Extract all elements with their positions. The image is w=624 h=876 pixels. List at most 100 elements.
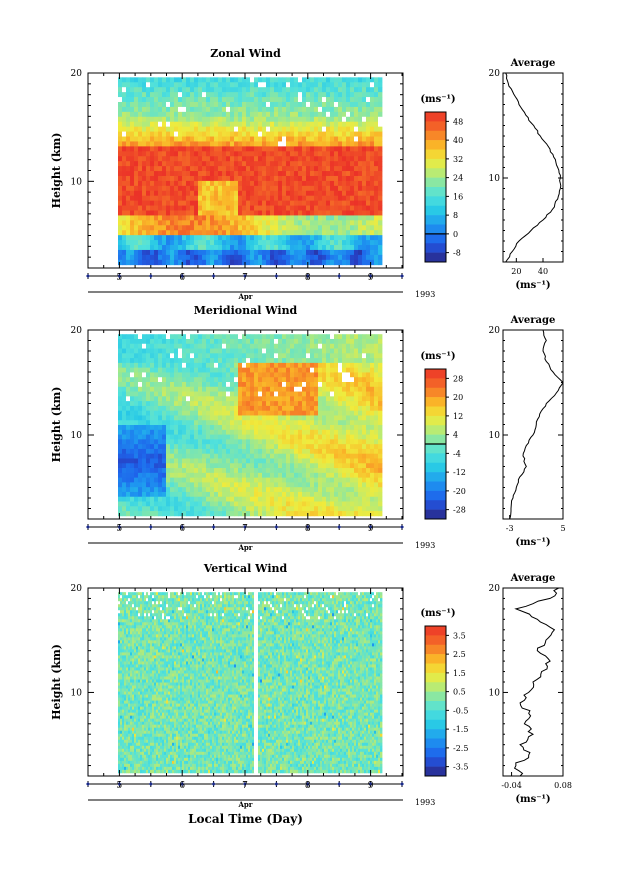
heatmap-cell bbox=[218, 348, 223, 354]
heatmap-cell bbox=[286, 82, 291, 88]
heatmap-cell bbox=[338, 92, 343, 98]
heatmap-cell bbox=[318, 334, 323, 340]
heatmap-cell bbox=[150, 477, 155, 483]
heatmap-cell bbox=[250, 195, 255, 202]
heatmap-cell bbox=[286, 205, 291, 211]
heatmap-cell bbox=[274, 161, 279, 167]
heatmap-cell bbox=[142, 401, 147, 407]
heatmap-cell bbox=[314, 496, 319, 502]
heatmap-cell bbox=[330, 425, 335, 431]
heatmap-cell bbox=[282, 405, 287, 412]
heatmap-cell bbox=[310, 190, 315, 197]
heatmap-cell bbox=[242, 171, 247, 177]
heatmap-cell bbox=[274, 111, 279, 118]
heatmap-cell bbox=[358, 136, 363, 142]
heatmap-cell bbox=[158, 230, 163, 236]
heatmap-cell bbox=[238, 126, 243, 132]
heatmap-cell bbox=[222, 358, 227, 364]
heatmap-cell bbox=[178, 458, 183, 464]
heatmap-cell bbox=[354, 195, 359, 202]
heatmap-cell bbox=[138, 501, 143, 507]
heatmap-cell bbox=[170, 448, 175, 455]
heatmap-cell bbox=[310, 230, 315, 236]
heatmap-cell bbox=[242, 511, 247, 517]
heatmap-cell bbox=[190, 156, 195, 162]
heatmap-cell bbox=[134, 501, 139, 507]
heatmap-cell bbox=[346, 254, 351, 261]
heatmap-cell bbox=[202, 175, 207, 182]
heatmap-cell bbox=[350, 468, 355, 474]
heatmap-cell bbox=[302, 259, 307, 266]
heatmap-cell bbox=[322, 434, 327, 440]
heatmap-cell bbox=[290, 141, 295, 147]
heatmap-cell bbox=[206, 401, 211, 407]
heatmap-cell bbox=[330, 420, 335, 426]
heatmap-cell bbox=[254, 491, 259, 498]
heatmap-cell bbox=[342, 254, 347, 261]
heatmap-cell bbox=[126, 334, 131, 340]
heatmap-cell bbox=[178, 444, 183, 450]
heatmap-cell bbox=[338, 367, 343, 373]
heatmap-cell bbox=[170, 116, 175, 123]
heatmap-cell bbox=[138, 410, 143, 416]
heatmap-cell bbox=[350, 367, 355, 373]
heatmap-cell bbox=[318, 506, 323, 512]
heatmap-cell bbox=[278, 420, 283, 426]
heatmap-cell bbox=[378, 121, 383, 128]
heatmap-cell bbox=[294, 391, 299, 397]
heatmap-cell bbox=[218, 439, 223, 445]
heatmap-cell bbox=[290, 410, 295, 416]
heatmap-cell bbox=[254, 175, 259, 182]
heatmap-cell bbox=[318, 420, 323, 426]
heatmap-cell bbox=[198, 97, 203, 103]
heatmap-cell bbox=[326, 434, 331, 440]
heatmap-cell bbox=[282, 131, 287, 137]
heatmap-cell bbox=[262, 453, 267, 459]
heatmap-cell bbox=[282, 415, 287, 421]
heatmap-cell bbox=[270, 190, 275, 197]
heatmap-cell bbox=[210, 200, 215, 206]
heatmap-cell bbox=[126, 420, 131, 426]
heatmap-cell bbox=[354, 367, 359, 373]
heatmap-cell bbox=[206, 185, 211, 192]
heatmap-cell bbox=[170, 343, 175, 349]
heatmap-cell bbox=[146, 249, 151, 256]
heatmap-cell bbox=[290, 501, 295, 507]
heatmap-cell bbox=[354, 87, 359, 93]
heatmap-cell bbox=[346, 506, 351, 512]
heatmap-cell bbox=[358, 195, 363, 202]
heatmap-cell bbox=[162, 425, 167, 431]
heatmap-cell bbox=[146, 453, 151, 459]
heatmap-cell bbox=[326, 161, 331, 167]
heatmap-cell bbox=[174, 386, 179, 392]
heatmap-cell bbox=[146, 477, 151, 483]
heatmap-cell bbox=[118, 429, 123, 435]
heatmap-cell bbox=[154, 210, 159, 216]
heatmap-cell bbox=[130, 77, 135, 83]
heatmap-cell bbox=[142, 205, 147, 211]
heatmap-cell bbox=[338, 362, 343, 369]
heatmap-cell bbox=[318, 195, 323, 202]
heatmap-cell bbox=[190, 111, 195, 118]
heatmap-cell bbox=[354, 448, 359, 455]
heatmap-cell bbox=[174, 338, 179, 345]
heatmap-cell bbox=[238, 448, 243, 455]
heatmap-cell bbox=[242, 463, 247, 469]
heatmap-cell bbox=[298, 235, 303, 241]
heatmap-cell bbox=[342, 458, 347, 464]
heatmap-cell bbox=[278, 391, 283, 397]
heatmap-cell bbox=[230, 106, 235, 113]
heatmap-cell bbox=[170, 230, 175, 236]
heatmap-cell bbox=[186, 171, 191, 177]
heatmap-cell bbox=[302, 420, 307, 426]
heatmap-cell bbox=[182, 190, 187, 197]
heatmap-cell bbox=[118, 92, 123, 98]
heatmap-cell bbox=[346, 343, 351, 349]
heatmap-cell bbox=[302, 401, 307, 407]
heatmap-cell bbox=[150, 101, 155, 108]
heatmap-cell bbox=[258, 87, 263, 93]
heatmap-cell bbox=[186, 230, 191, 236]
heatmap-cell bbox=[254, 511, 259, 517]
heatmap-cell bbox=[222, 444, 227, 450]
heatmap-cell bbox=[130, 429, 135, 435]
